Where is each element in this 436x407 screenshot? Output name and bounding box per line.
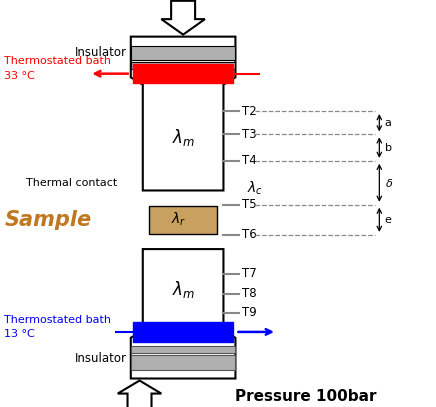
Text: Insulator: Insulator bbox=[75, 46, 126, 59]
Text: $\lambda_m$: $\lambda_m$ bbox=[172, 279, 194, 300]
Text: T2: T2 bbox=[242, 105, 257, 118]
Polygon shape bbox=[131, 37, 235, 190]
Text: $\lambda_m$: $\lambda_m$ bbox=[172, 127, 194, 148]
Text: $\lambda_c$: $\lambda_c$ bbox=[248, 180, 263, 197]
Text: b: b bbox=[385, 142, 392, 153]
Text: Thermostated bath: Thermostated bath bbox=[4, 57, 111, 66]
Text: Thermostated bath: Thermostated bath bbox=[4, 315, 111, 325]
Bar bbox=[149, 206, 217, 234]
Text: $\delta$: $\delta$ bbox=[385, 177, 393, 189]
Text: e: e bbox=[385, 215, 392, 225]
Polygon shape bbox=[118, 381, 161, 407]
Bar bbox=[133, 322, 233, 341]
Text: T3: T3 bbox=[242, 128, 257, 141]
Text: Thermal contact: Thermal contact bbox=[26, 178, 117, 188]
Text: Sample: Sample bbox=[4, 210, 92, 230]
Text: T5: T5 bbox=[242, 198, 257, 211]
Text: 33 °C: 33 °C bbox=[4, 71, 35, 81]
Text: Pressure 100bar: Pressure 100bar bbox=[235, 389, 377, 404]
Text: a: a bbox=[385, 118, 392, 128]
Bar bbox=[131, 355, 235, 370]
Bar bbox=[133, 64, 233, 83]
Bar bbox=[131, 62, 235, 70]
Text: Insulator: Insulator bbox=[75, 352, 126, 365]
Text: T7: T7 bbox=[242, 267, 257, 280]
Text: $\lambda_r$: $\lambda_r$ bbox=[171, 211, 187, 228]
Polygon shape bbox=[131, 249, 235, 379]
Bar bbox=[131, 346, 235, 353]
Bar bbox=[131, 46, 235, 60]
Polygon shape bbox=[161, 1, 205, 35]
Text: T9: T9 bbox=[242, 306, 257, 319]
Text: T4: T4 bbox=[242, 154, 257, 167]
Text: T6: T6 bbox=[242, 228, 257, 241]
Text: 13 °C: 13 °C bbox=[4, 329, 35, 339]
Text: T8: T8 bbox=[242, 287, 257, 300]
